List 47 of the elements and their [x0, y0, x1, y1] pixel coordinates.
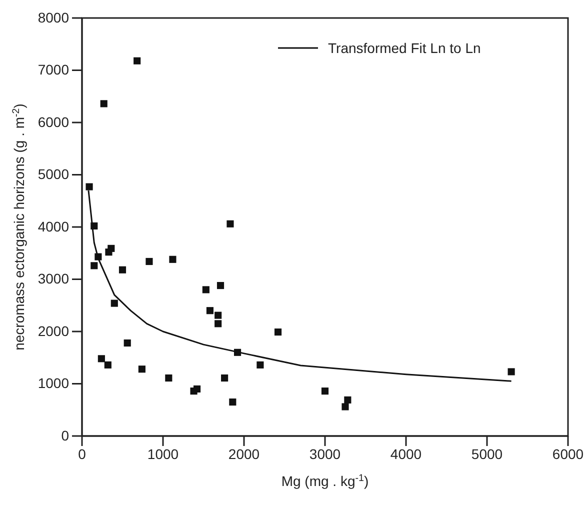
x-tick-label: 2000: [228, 446, 260, 462]
point: [221, 374, 228, 382]
point: [90, 262, 98, 270]
y-tick-label: 0: [61, 427, 70, 444]
legend-label: Transformed Fit Ln to Ln: [328, 40, 481, 56]
point: [342, 403, 349, 410]
point: [146, 258, 153, 266]
x-tick-label: 5000: [471, 446, 503, 462]
y-tick-label: 4000: [38, 218, 70, 234]
point: [165, 374, 172, 382]
point: [98, 355, 105, 362]
point: [226, 220, 234, 228]
y-tick-label: 6000: [38, 114, 70, 130]
point: [321, 388, 329, 395]
point: [138, 366, 146, 373]
point: [229, 398, 236, 406]
point: [100, 100, 108, 108]
point: [124, 339, 131, 347]
point: [193, 385, 201, 393]
point: [214, 312, 222, 319]
y-tick-label: 1000: [38, 375, 70, 392]
y-tick-label: 3000: [38, 270, 70, 287]
point: [202, 286, 210, 294]
point: [274, 328, 282, 336]
x-tick-label: 3000: [309, 446, 341, 462]
point: [169, 256, 176, 263]
point: [104, 361, 112, 368]
x-tick-label: 0: [78, 446, 86, 462]
x-tick-label: 1000: [147, 446, 179, 462]
point: [108, 244, 115, 252]
point: [344, 396, 352, 404]
y-tick-label: 8000: [38, 9, 70, 26]
x-axis-title: Mg (mg . kg$^{-1}$): [281, 472, 369, 489]
x-tick-label: 6000: [552, 446, 584, 462]
point: [508, 368, 515, 376]
point: [118, 266, 126, 274]
point: [110, 300, 118, 307]
point: [214, 320, 222, 328]
y-tick-label: 5000: [38, 166, 70, 182]
point: [86, 183, 93, 190]
point: [216, 282, 224, 290]
point: [256, 361, 264, 368]
x-tick-label: 4000: [390, 446, 422, 462]
y-tick-label: 2000: [38, 322, 70, 339]
point: [206, 307, 214, 314]
point: [134, 57, 141, 64]
y-tick-label: 7000: [38, 62, 70, 78]
